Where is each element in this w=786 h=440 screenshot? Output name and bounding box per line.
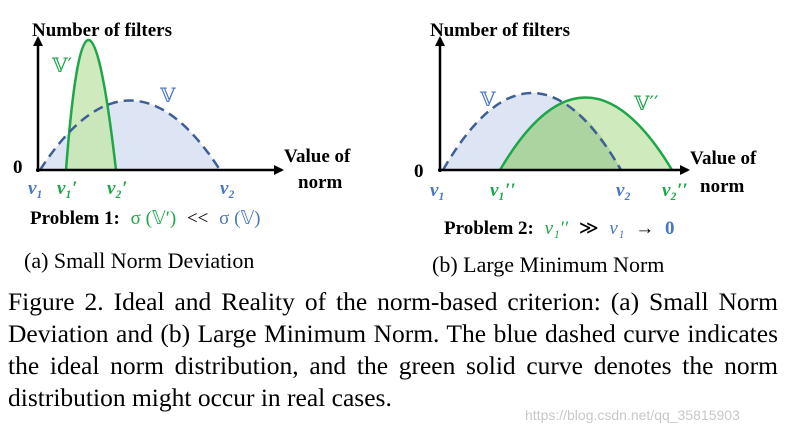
tick-v2-a: v₂ bbox=[220, 178, 235, 199]
ideal-curve-b bbox=[441, 91, 623, 171]
panel-b: Number of filters 0 Value of norm 𝕍 𝕍′′ … bbox=[414, 20, 757, 277]
problem-2: Problem 2: v₁′′ ≫ v₁ → 0 bbox=[444, 218, 674, 239]
problem-1-op: << bbox=[187, 208, 208, 229]
y-axis-label-a: Number of filters bbox=[32, 20, 172, 41]
x-axis-label-b-line2: norm bbox=[700, 176, 745, 197]
problem-1: Problem 1: σ (𝕍′) << σ (𝕍) bbox=[30, 208, 261, 229]
problem-1-label: Problem 1: bbox=[30, 208, 120, 229]
tick-v1dprime-b: v₁′′ bbox=[490, 180, 516, 201]
x-axis-label-a-line2: norm bbox=[298, 172, 343, 193]
problem-2-end: 0 bbox=[665, 218, 675, 239]
real-curve-b bbox=[498, 96, 674, 171]
origin-label-a: 0 bbox=[13, 157, 23, 178]
subcaption-b: (b) Large Minimum Norm bbox=[432, 252, 664, 277]
problem-2-rhs: v₁ bbox=[609, 218, 624, 239]
problem-2-op: ≫ bbox=[579, 218, 599, 239]
subcaption-a: (a) Small Norm Deviation bbox=[24, 248, 254, 273]
panel-a: Number of filters 0 Value of norm 𝕍′ 𝕍 v… bbox=[13, 20, 351, 273]
tick-v2dprime-b: v₂′′ bbox=[662, 180, 688, 201]
tick-v1-b: v₁ bbox=[430, 180, 445, 201]
overlap-region-b bbox=[500, 102, 621, 170]
real-curve-a bbox=[64, 38, 118, 171]
tick-v1prime-a: v₁′ bbox=[57, 178, 77, 199]
x-axis-label-a-line1: Value of bbox=[284, 146, 351, 167]
ideal-curve-a bbox=[38, 99, 222, 171]
problem-1-rhs: σ (𝕍) bbox=[219, 208, 260, 229]
set-label-real-a: 𝕍′ bbox=[51, 53, 73, 77]
tick-v2prime-a: v₂′ bbox=[107, 178, 127, 199]
real-distribution-a bbox=[66, 40, 116, 170]
problem-2-label: Problem 2: bbox=[444, 218, 534, 239]
watermark: https://blog.csdn.net/qq_35815903 bbox=[525, 407, 740, 423]
set-label-ideal-b: 𝕍 bbox=[479, 87, 496, 111]
problem-1-lhs: σ (𝕍′) bbox=[131, 208, 177, 229]
problem-2-lhs: v₁′′ bbox=[545, 218, 569, 239]
set-label-real-b: 𝕍′′ bbox=[633, 91, 659, 115]
x-axis-label-b-line1: Value of bbox=[690, 148, 757, 169]
set-label-ideal-a: 𝕍 bbox=[159, 83, 176, 107]
figure-caption: Figure 2. Ideal and Reality of the norm-… bbox=[8, 287, 778, 412]
tick-v2-b: v₂ bbox=[616, 180, 631, 201]
y-axis-label-b: Number of filters bbox=[430, 20, 570, 41]
figure-diagram: Number of filters 0 Value of norm 𝕍′ 𝕍 v… bbox=[13, 20, 757, 277]
problem-2-arrow: → bbox=[635, 218, 654, 239]
tick-v1-a: v₁ bbox=[28, 178, 43, 199]
origin-label-b: 0 bbox=[414, 161, 424, 182]
